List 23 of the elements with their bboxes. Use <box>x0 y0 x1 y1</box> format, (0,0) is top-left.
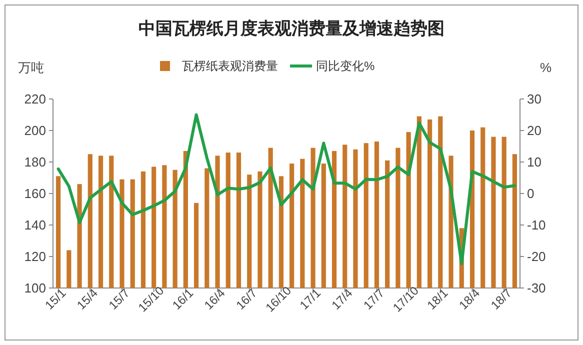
y-tick-label: 220 <box>24 92 46 106</box>
x-tick-label: 16/1 <box>170 286 196 312</box>
y2-tick-label: 0 <box>527 186 534 201</box>
y2-axis-title: % <box>540 60 552 75</box>
y-tick-label: 100 <box>24 280 46 296</box>
x-tick-label: 18/1 <box>424 286 452 312</box>
line-series <box>56 113 516 266</box>
y-tick-label: 180 <box>24 154 46 170</box>
x-tick-label: 17/1 <box>296 286 324 312</box>
legend-label: 瓦楞纸表观消费量 <box>182 59 278 73</box>
chart-title: 中国瓦楞纸月度表观消费量及增速趋势图 <box>138 19 444 39</box>
y2-tick-label: -30 <box>527 280 546 296</box>
y-tick-label: 160 <box>24 186 46 201</box>
y2-tick-label: -10 <box>527 218 546 232</box>
y2-tick-label: 30 <box>527 92 542 106</box>
y-tick-label: 120 <box>24 249 46 264</box>
y2-tick-label: -20 <box>527 249 546 264</box>
legend-label: 同比变化% <box>316 59 375 73</box>
y2-tick-label: 10 <box>527 154 542 170</box>
y-tick-label: 140 <box>24 218 46 232</box>
y-axis-title: 万吨 <box>18 60 44 75</box>
y2-tick-label: 20 <box>527 123 542 138</box>
y-tick-label: 200 <box>24 123 46 138</box>
